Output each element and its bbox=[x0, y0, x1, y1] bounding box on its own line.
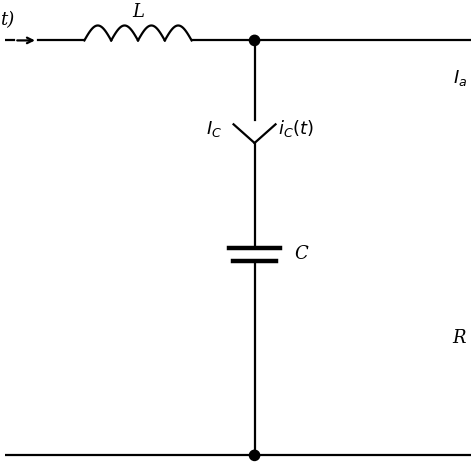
Text: $I_C$: $I_C$ bbox=[206, 119, 222, 139]
Text: R: R bbox=[453, 328, 466, 346]
Circle shape bbox=[249, 450, 260, 460]
Text: C: C bbox=[294, 246, 308, 264]
Text: $I_a$: $I_a$ bbox=[453, 68, 467, 88]
Circle shape bbox=[249, 35, 260, 46]
Text: t): t) bbox=[0, 11, 15, 29]
Text: L: L bbox=[132, 3, 144, 21]
Text: $i_C(t)$: $i_C(t)$ bbox=[278, 118, 314, 139]
